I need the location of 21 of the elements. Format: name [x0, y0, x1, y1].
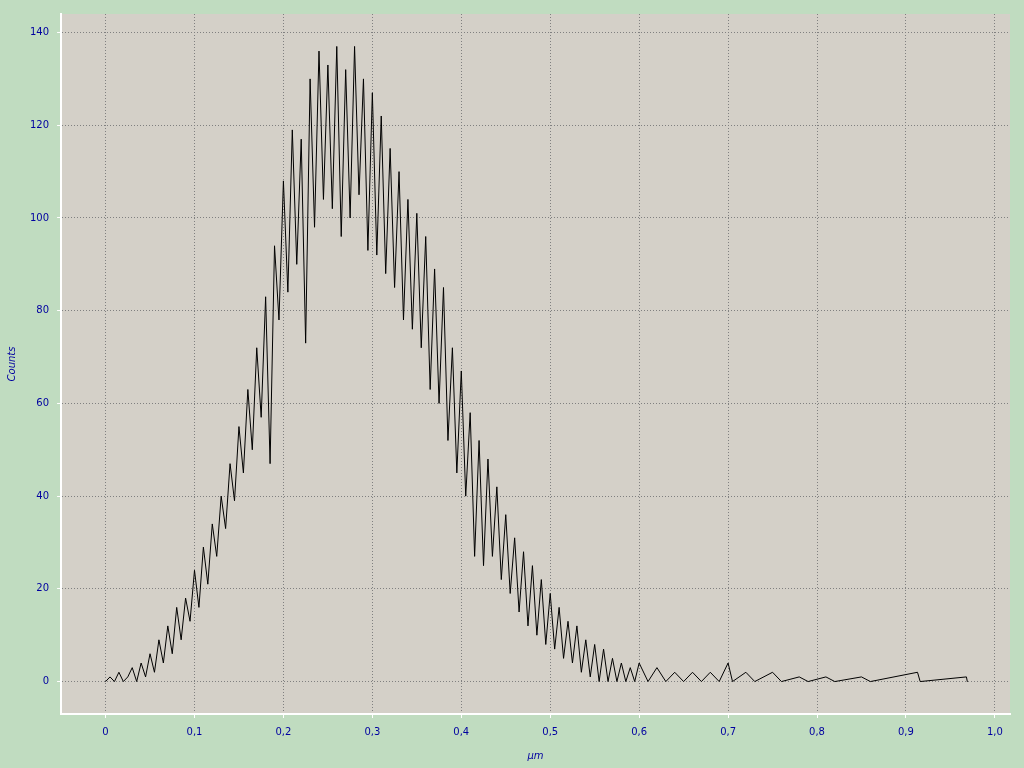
x-tick-label: 0,2	[275, 725, 292, 737]
y-tick-label: 20	[36, 582, 50, 594]
x-tick-label: 0,4	[453, 725, 470, 737]
x-tick-label: 0,5	[542, 725, 559, 737]
y-tick-label: 120	[29, 118, 50, 130]
y-tick-label: 140	[29, 26, 50, 38]
x-tick-label: 0,6	[631, 725, 648, 737]
y-tick-label: 40	[36, 489, 50, 501]
y-tick-label: 80	[36, 304, 50, 316]
y-axis-title: Counts	[5, 346, 17, 382]
x-tick-label: 0	[102, 725, 109, 737]
x-axis-title: µm	[526, 749, 544, 761]
x-tick-label: 0,1	[186, 725, 203, 737]
x-tick-label: 1,0	[986, 725, 1003, 737]
y-tick-label: 0	[42, 675, 50, 687]
x-tick-label: 0,9	[898, 725, 914, 737]
y-tick-label: 60	[36, 397, 50, 408]
x-tick-label: 0,8	[809, 725, 825, 737]
x-tick-label: 0,7	[720, 725, 737, 737]
x-tick-label: 0,3	[364, 725, 381, 737]
y-tick-label: 100	[29, 211, 50, 223]
